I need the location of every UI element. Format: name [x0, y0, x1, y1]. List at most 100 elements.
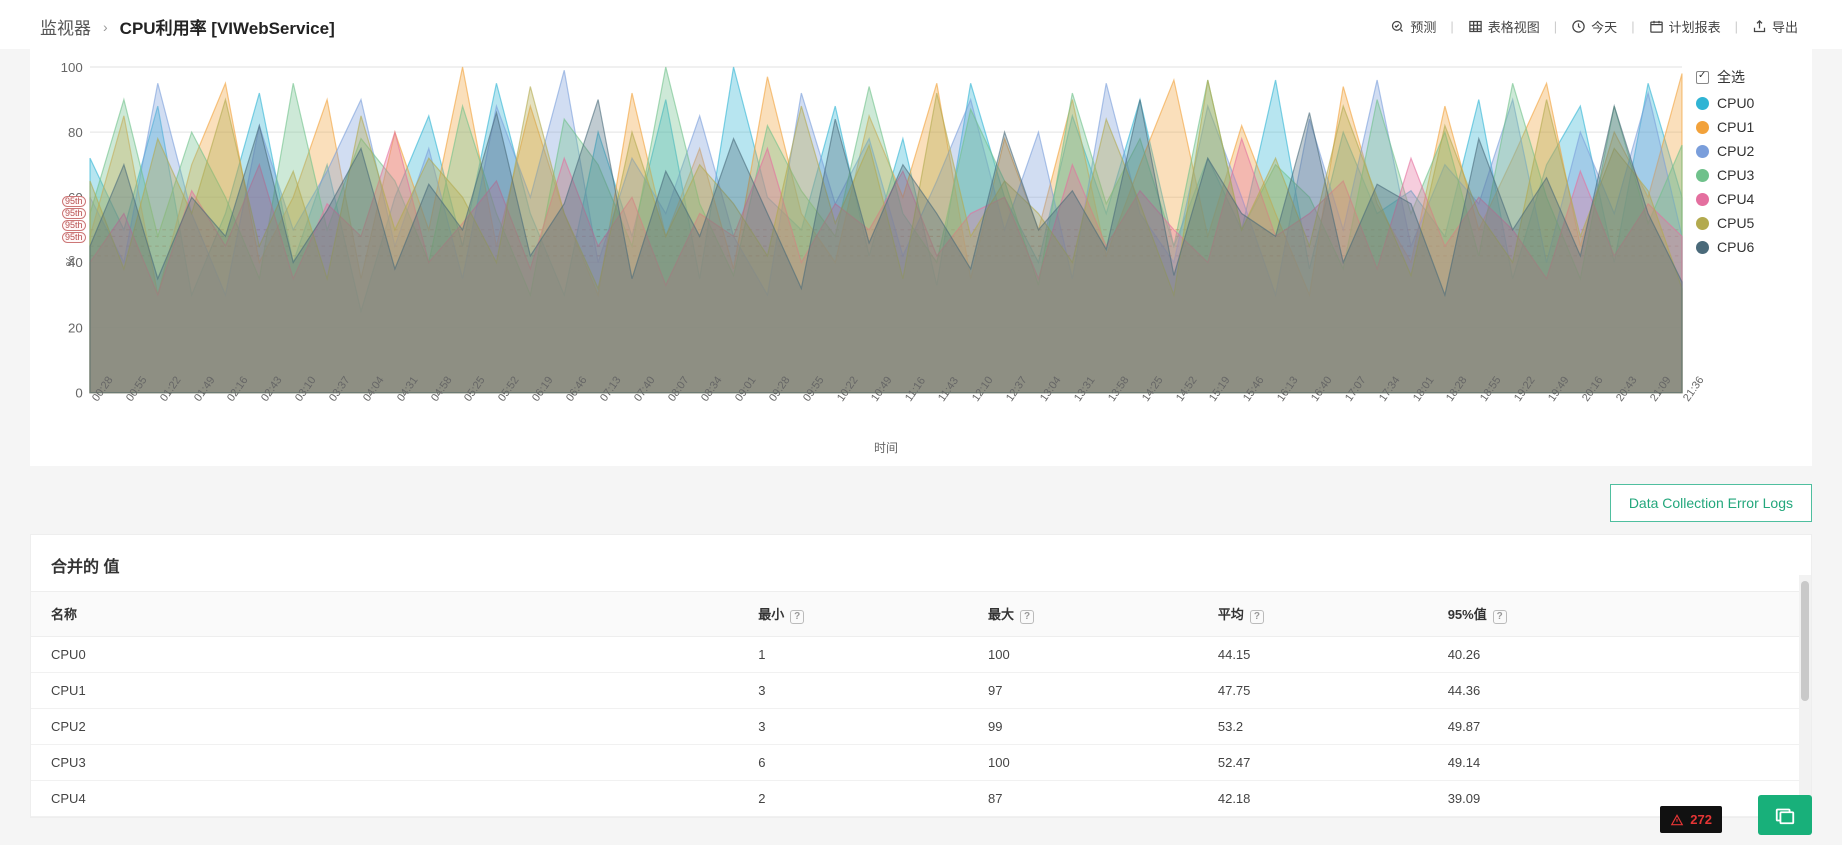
- legend-all-label: 全选: [1717, 67, 1745, 87]
- today-button[interactable]: 今天: [1567, 15, 1621, 38]
- x-tick: 10:22: [835, 397, 845, 404]
- table-header-row: 名称最小?最大?平均?95%值?: [31, 592, 1799, 637]
- table-cell: 99: [968, 708, 1198, 744]
- scrollbar-track[interactable]: [1799, 575, 1811, 817]
- x-tick: 03:37: [327, 397, 337, 404]
- forecast-label: 预测: [1410, 17, 1436, 36]
- table-cell: 53.2: [1198, 708, 1428, 744]
- table-cell: 97: [968, 672, 1198, 708]
- x-tick: 11:16: [903, 397, 913, 404]
- legend-item[interactable]: CPU0: [1696, 95, 1792, 111]
- table-header-cell[interactable]: 最小?: [738, 592, 968, 637]
- legend-item[interactable]: CPU5: [1696, 215, 1792, 231]
- x-tick: 07:13: [598, 397, 608, 404]
- x-tick: 14:52: [1174, 397, 1184, 404]
- x-tick: 17:07: [1343, 397, 1353, 404]
- table-cell: 87: [968, 780, 1198, 816]
- table-cell: 47.75: [1198, 672, 1428, 708]
- legend-item[interactable]: CPU1: [1696, 119, 1792, 135]
- table-cell: 39.09: [1428, 780, 1799, 816]
- legend-label: CPU0: [1717, 95, 1754, 111]
- table-row[interactable]: CPU0110044.1540.26: [31, 636, 1799, 672]
- x-tick: 04:04: [361, 397, 371, 404]
- legend-item[interactable]: CPU2: [1696, 143, 1792, 159]
- table-row[interactable]: CPU239953.249.87: [31, 708, 1799, 744]
- alert-icon: [1670, 813, 1684, 827]
- chart-card: % 020406080100 95th95th95th95th 00:2800:…: [30, 49, 1812, 466]
- schedule-button[interactable]: 计划报表: [1645, 15, 1725, 38]
- table-row[interactable]: CPU3610052.4749.14: [31, 744, 1799, 780]
- x-tick: 12:10: [970, 397, 980, 404]
- help-icon[interactable]: ?: [1493, 610, 1507, 624]
- x-tick: 06:19: [530, 397, 540, 404]
- x-tick: 20:43: [1614, 397, 1624, 404]
- x-tick: 12:37: [1004, 397, 1014, 404]
- legend-swatch: [1696, 241, 1709, 254]
- table-cell: 44.15: [1198, 636, 1428, 672]
- area-chart[interactable]: 020406080100: [90, 67, 1682, 393]
- x-tick: 02:43: [259, 397, 269, 404]
- x-tick: 05:52: [496, 397, 506, 404]
- table-view-button[interactable]: 表格视图: [1464, 15, 1544, 38]
- table-cell: 44.36: [1428, 672, 1799, 708]
- table-cell: CPU1: [31, 672, 738, 708]
- legend-select-all[interactable]: 全选: [1696, 67, 1792, 87]
- x-tick: 19:22: [1512, 397, 1522, 404]
- svg-text:40: 40: [68, 255, 83, 270]
- legend-label: CPU6: [1717, 239, 1754, 255]
- x-tick: 16:13: [1275, 397, 1285, 404]
- legend-item[interactable]: CPU3: [1696, 167, 1792, 183]
- forecast-button[interactable]: 预测: [1386, 15, 1440, 38]
- chevron-right-icon: ›: [103, 19, 108, 35]
- x-tick: 15:46: [1241, 397, 1251, 404]
- legend-item[interactable]: CPU6: [1696, 239, 1792, 255]
- breadcrumb-parent[interactable]: 监视器: [40, 14, 91, 39]
- x-tick: 18:01: [1411, 397, 1421, 404]
- breadcrumb: 监视器 › CPU利用率 [VIWebService]: [40, 14, 335, 39]
- x-tick: 13:58: [1106, 397, 1116, 404]
- table-header-cell[interactable]: 95%值?: [1428, 592, 1799, 637]
- table-cell: 40.26: [1428, 636, 1799, 672]
- help-icon[interactable]: ?: [1020, 610, 1034, 624]
- x-tick: 04:31: [395, 397, 405, 404]
- toolbar-separator: |: [1733, 19, 1740, 34]
- x-tick: 08:07: [666, 397, 676, 404]
- help-icon[interactable]: ?: [1250, 610, 1264, 624]
- legend-swatch: [1696, 97, 1709, 110]
- export-label: 导出: [1772, 17, 1798, 36]
- schedule-label: 计划报表: [1669, 17, 1721, 36]
- x-tick: 20:16: [1580, 397, 1590, 404]
- table-row[interactable]: CPU428742.1839.09: [31, 780, 1799, 816]
- table-header-cell[interactable]: 平均?: [1198, 592, 1428, 637]
- table-view-label: 表格视图: [1488, 17, 1540, 36]
- percentile-badge: 95th: [62, 232, 86, 243]
- summary-table: 名称最小?最大?平均?95%值? CPU0110044.1540.26CPU13…: [31, 592, 1799, 817]
- today-label: 今天: [1591, 17, 1617, 36]
- table-header-cell[interactable]: 最大?: [968, 592, 1198, 637]
- x-axis-ticks: 00:2800:5501:2201:4902:1602:4303:1003:37…: [90, 393, 1682, 409]
- table-cell: CPU4: [31, 780, 738, 816]
- table-cell: 6: [738, 744, 968, 780]
- export-icon: [1752, 19, 1767, 34]
- alert-count-badge[interactable]: 272: [1660, 806, 1722, 833]
- chart-canvas-wrap: 020406080100 95th95th95th95th 00:2800:55…: [90, 67, 1682, 456]
- table-cell: 2: [738, 780, 968, 816]
- toolbar-separator: |: [1448, 19, 1455, 34]
- x-tick: 15:19: [1207, 397, 1217, 404]
- summary-table-card: 合并的 值 名称最小?最大?平均?95%值? CPU0110044.1540.2…: [30, 534, 1812, 818]
- scrollbar-thumb[interactable]: [1801, 581, 1809, 701]
- floating-action-button[interactable]: [1758, 795, 1812, 835]
- export-button[interactable]: 导出: [1748, 15, 1802, 38]
- legend-item[interactable]: CPU4: [1696, 191, 1792, 207]
- table-row[interactable]: CPU139747.7544.36: [31, 672, 1799, 708]
- table-header-cell[interactable]: 名称: [31, 592, 738, 637]
- error-logs-button[interactable]: Data Collection Error Logs: [1610, 484, 1812, 522]
- x-tick: 03:10: [293, 397, 303, 404]
- legend-label: CPU5: [1717, 215, 1754, 231]
- chart-legend: 全选 CPU0 CPU1 CPU2 CPU3 CPU4 CPU5 CPU6: [1682, 67, 1792, 456]
- legend-swatch: [1696, 121, 1709, 134]
- help-icon[interactable]: ?: [790, 610, 804, 624]
- table-title: 合并的 值: [31, 553, 1811, 592]
- x-tick: 09:55: [801, 397, 811, 404]
- x-tick: 18:55: [1478, 397, 1488, 404]
